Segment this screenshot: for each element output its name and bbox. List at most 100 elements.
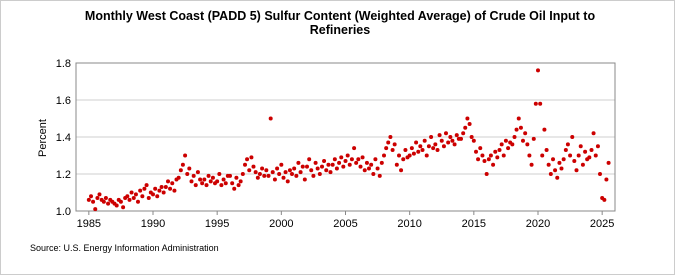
point [343,159,348,164]
point [591,131,596,136]
point [223,181,228,186]
point [448,135,453,139]
point [339,155,344,160]
x-tick-label: 1990 [141,218,165,230]
point [495,155,500,160]
point [255,175,260,180]
point [471,138,476,143]
point [294,173,299,178]
point [221,177,226,182]
point [208,179,213,184]
point [219,183,224,188]
point [551,157,556,162]
point [416,149,421,154]
point [397,153,402,158]
point [86,197,91,202]
point [520,138,525,143]
point [488,153,493,158]
point [281,175,286,180]
point [163,184,168,189]
point [478,146,483,151]
point [243,162,248,167]
point [97,192,102,197]
point [307,157,312,162]
point [277,172,282,176]
point [546,162,551,167]
point [568,153,573,158]
point [257,172,262,176]
point [103,196,108,201]
point [106,201,111,206]
point [178,168,183,173]
point [236,183,241,188]
point [377,173,382,178]
point [531,136,536,141]
point [538,101,543,106]
point [394,162,399,167]
point [503,138,508,143]
point [95,196,100,201]
point [578,144,583,149]
point [146,196,151,201]
point [133,192,138,197]
point [135,199,140,204]
point [285,179,290,184]
point [354,160,359,165]
point [512,135,517,139]
point [151,192,155,197]
point [324,168,329,173]
point [170,181,175,186]
x-tick-label: 2005 [333,218,357,230]
point [93,207,98,212]
point [461,131,466,136]
point [125,194,130,199]
point [555,175,560,180]
point [536,68,540,73]
point [157,188,162,193]
point [595,144,600,149]
point [317,172,322,176]
point [270,170,275,175]
point [392,142,397,147]
point [332,157,337,162]
point [452,142,457,147]
point [206,173,211,178]
point [330,162,335,167]
point [553,168,558,173]
point [426,144,431,149]
point [268,116,273,121]
point [302,177,307,182]
point [484,172,489,176]
chart-title: Monthly West Coast (PADD 5) Sulfur Conte… [85,9,596,37]
point [493,149,498,154]
point [557,160,562,165]
y-axis-label: Percent [37,119,49,157]
point [529,162,534,167]
x-tick-label: 2020 [526,218,550,230]
point [570,135,575,139]
point [89,194,94,199]
point [366,166,371,171]
point [422,138,427,143]
point [210,175,215,180]
point [506,146,511,151]
point [283,170,288,175]
point [349,157,354,162]
point [572,159,577,164]
point [604,177,609,182]
point [418,144,423,149]
point [279,162,284,167]
point [510,142,515,147]
y-tick-label: 1.8 [56,58,71,70]
point [311,173,316,178]
point [266,173,271,178]
point [409,146,414,151]
point [437,133,442,138]
point [228,173,232,178]
point [204,183,209,188]
y-tick-label: 1.6 [56,95,71,107]
point [407,153,412,158]
point [153,186,158,191]
point [518,125,523,130]
point [101,199,106,204]
